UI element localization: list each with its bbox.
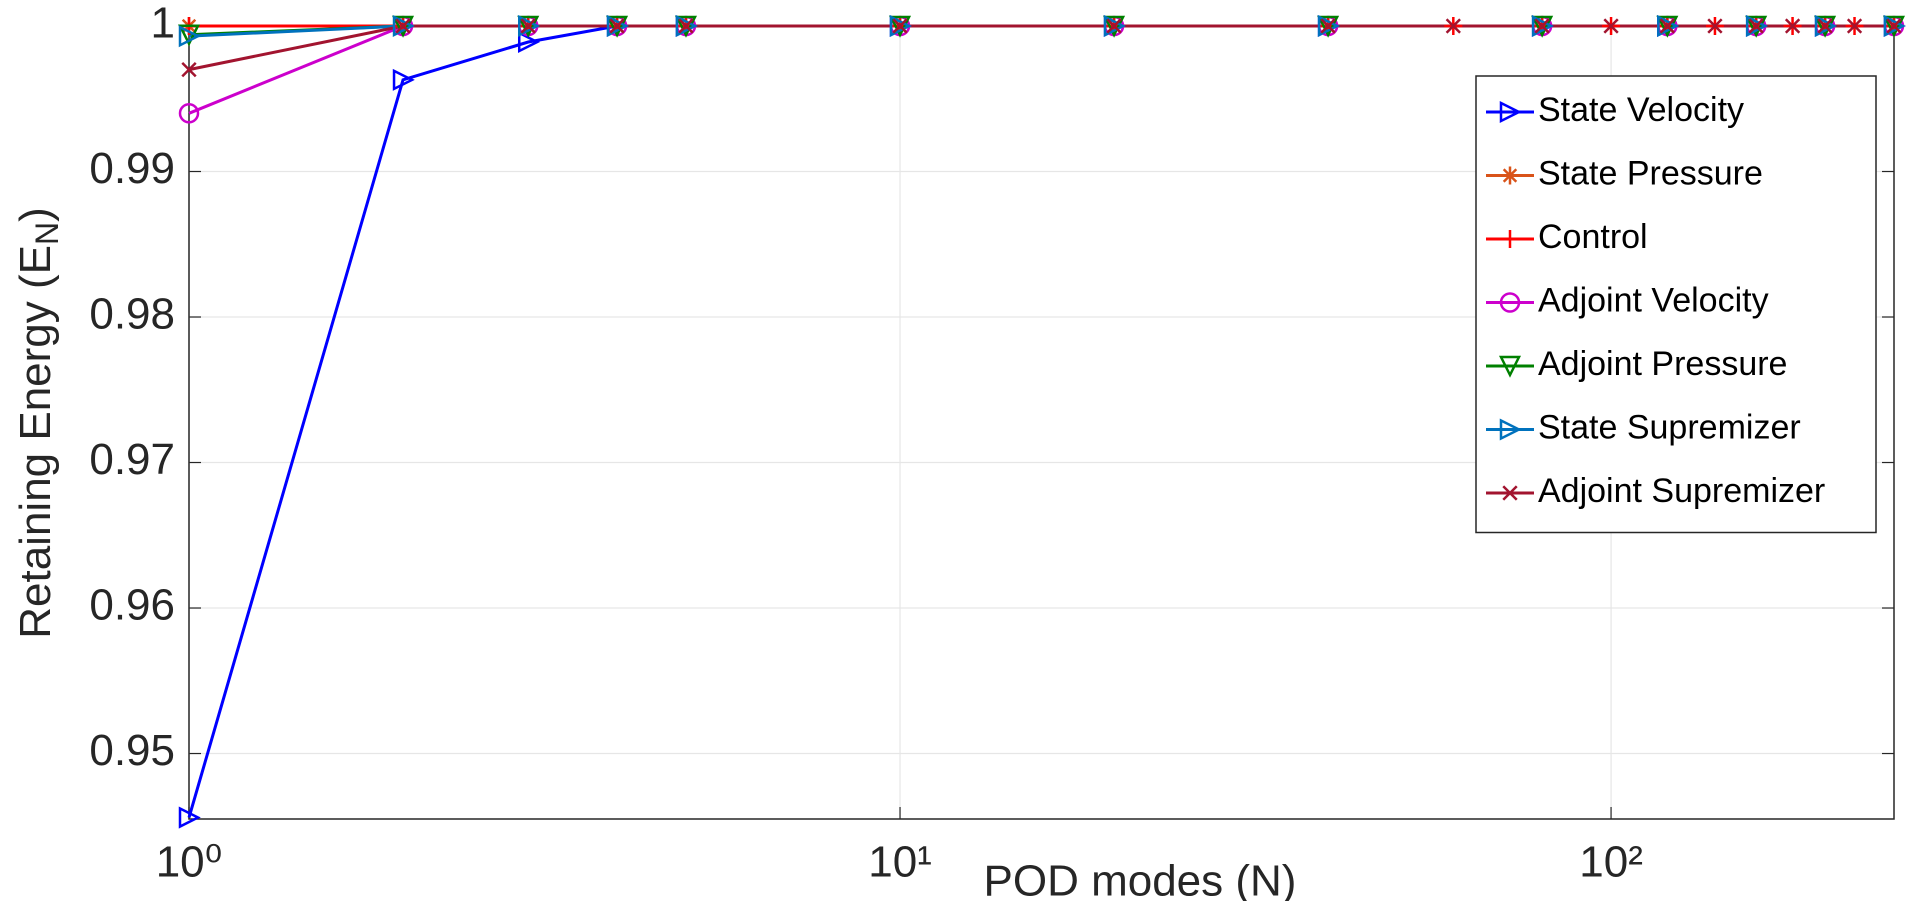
series-line	[188, 24, 1894, 38]
legend-marker	[1501, 230, 1519, 248]
legend-marker	[1499, 418, 1522, 441]
data-point	[1320, 18, 1336, 34]
legend-marker	[1498, 355, 1522, 378]
data-point	[392, 68, 415, 91]
y-tick-label: 0.96	[89, 581, 175, 630]
data-point	[1659, 18, 1675, 34]
data-point	[1814, 15, 1837, 38]
data-point	[1534, 18, 1550, 34]
data-point	[1103, 15, 1126, 38]
y-tick-label: 0.99	[89, 144, 175, 193]
data-point	[517, 14, 541, 38]
y-tick-label: 0.97	[89, 435, 175, 484]
x-axis-label: POD modes (N)	[984, 857, 1297, 901]
x-tick-label: 10¹	[868, 838, 932, 887]
data-point	[1784, 18, 1801, 34]
legend-label: Adjoint Velocity	[1538, 281, 1769, 319]
data-point	[1531, 15, 1554, 38]
y-tick-label: 0.98	[89, 290, 175, 339]
data-point	[1817, 18, 1833, 34]
data-point	[178, 806, 201, 829]
y-axis-label-sub: N	[29, 222, 65, 245]
data-point	[609, 18, 625, 34]
data-point	[892, 18, 908, 34]
y-tick-label: 1	[151, 0, 175, 48]
data-point	[1883, 14, 1906, 38]
data-point	[392, 14, 415, 38]
data-point	[606, 15, 629, 38]
data-point	[178, 25, 201, 48]
legend: State Velocity State Pressure Control Adjoi…	[1475, 75, 1877, 534]
legend-label: State Velocity	[1538, 91, 1744, 129]
series-line	[188, 24, 1894, 72]
legend-label: Control	[1538, 218, 1648, 256]
data-point	[674, 15, 698, 38]
legend-box	[1475, 75, 1877, 534]
data-point	[392, 15, 415, 38]
data-point	[1886, 18, 1902, 34]
data-point	[889, 15, 912, 38]
data-point	[889, 14, 912, 38]
data-point	[1745, 14, 1768, 38]
data-point	[1846, 18, 1863, 34]
legend-label: State Supremizer	[1538, 408, 1801, 446]
x-tick-label: 10²	[1579, 838, 1643, 887]
data-point	[517, 15, 540, 38]
data-point	[606, 14, 629, 38]
data-point	[181, 62, 197, 78]
data-point	[1657, 14, 1680, 38]
data-point	[675, 14, 698, 38]
data-point	[1106, 18, 1122, 34]
y-axis-label-main: Retaining Energy (E	[11, 245, 60, 639]
data-point	[1745, 15, 1768, 38]
data-point	[1103, 14, 1126, 38]
legend-label: State Pressure	[1538, 154, 1763, 192]
data-point	[1707, 18, 1723, 34]
legend-label: Adjoint Supremizer	[1538, 472, 1825, 510]
x-tick-label: 10⁰	[156, 838, 223, 887]
data-point	[1317, 14, 1340, 38]
data-point	[1748, 18, 1764, 34]
data-point	[395, 18, 411, 34]
data-point	[1814, 14, 1837, 38]
data-point	[1317, 15, 1340, 38]
data-point	[520, 18, 536, 34]
data-point	[1882, 15, 1906, 38]
legend-marker	[1501, 166, 1519, 185]
legend-marker	[1502, 485, 1518, 501]
y-axis-label: Retaining Energy (EN)	[11, 207, 66, 639]
data-point	[1656, 15, 1679, 38]
legend-marker	[1499, 100, 1522, 124]
legend-label: Adjoint Pressure	[1538, 345, 1787, 383]
data-point	[678, 18, 694, 34]
data-point	[1603, 18, 1619, 34]
data-point	[178, 103, 200, 124]
legend-marker	[1499, 292, 1521, 313]
data-point	[1445, 18, 1461, 34]
y-axis-label-end: )	[11, 207, 60, 222]
y-tick-label: 0.95	[89, 726, 175, 775]
data-point	[1531, 14, 1554, 38]
